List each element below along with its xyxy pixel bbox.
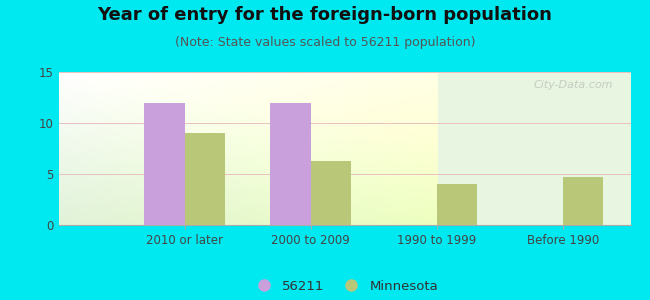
- Text: (Note: State values scaled to 56211 population): (Note: State values scaled to 56211 popu…: [175, 36, 475, 49]
- Bar: [270, 103, 311, 225]
- Bar: [437, 184, 477, 225]
- Bar: [311, 161, 351, 225]
- Legend: 56211, Minnesota: 56211, Minnesota: [246, 274, 443, 298]
- Bar: [144, 103, 185, 225]
- Bar: [185, 133, 225, 225]
- Bar: [563, 177, 603, 225]
- Text: City-Data.com: City-Data.com: [534, 80, 614, 90]
- Text: Year of entry for the foreign-born population: Year of entry for the foreign-born popul…: [98, 6, 552, 24]
